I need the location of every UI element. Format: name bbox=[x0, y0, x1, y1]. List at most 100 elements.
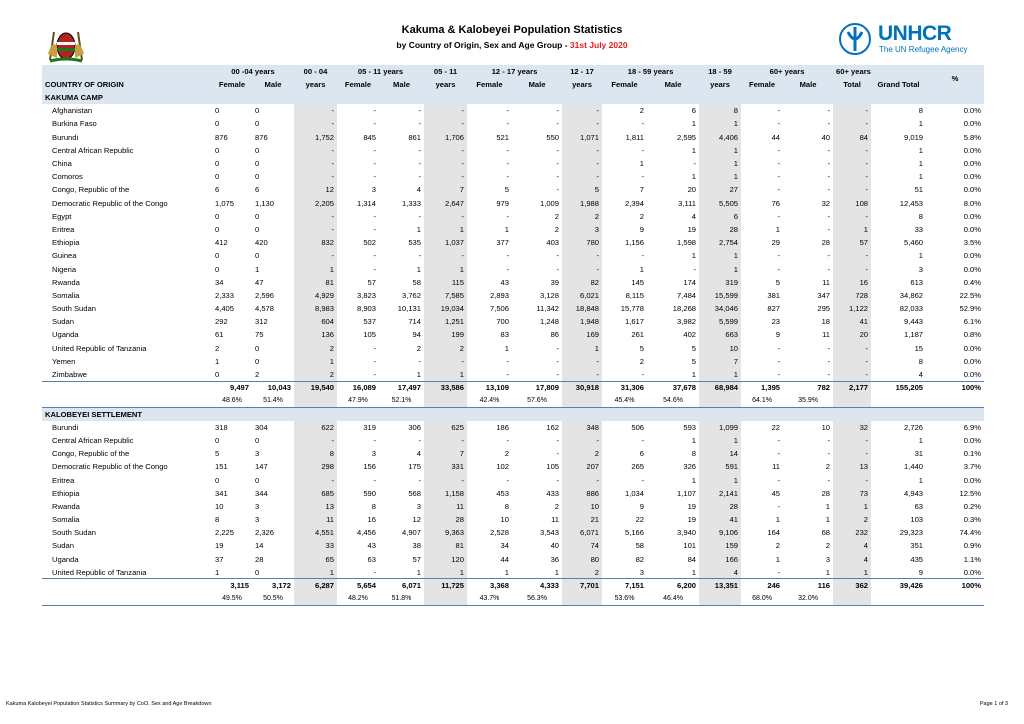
data-row: Nigeria 0 1 1-1 1- - -1-1- - -3 0.0% bbox=[42, 262, 984, 276]
data-row: Sudan 292 312 604 537 714 1,251 700 1,248 1,948 1,… bbox=[42, 315, 984, 329]
cell: 2,326 bbox=[255, 528, 275, 538]
percent-cell: 48.2% bbox=[337, 592, 379, 606]
cell: - bbox=[562, 249, 603, 263]
cell: 34 bbox=[500, 541, 509, 551]
cell: 0.0% bbox=[963, 185, 982, 195]
cell: 2 bbox=[554, 211, 560, 221]
cell: 40 bbox=[821, 132, 831, 142]
data-row: Somalia 8 3 11 16 12 28 10 11 21 22 19 41 1 1 2 103 0.3% bbox=[42, 513, 984, 527]
cell: 0.0% bbox=[963, 356, 982, 366]
cell: 32 bbox=[821, 198, 831, 208]
header-column: Male bbox=[252, 78, 294, 91]
header-row: 00 -04 years 00 - 04 05 - 11 years 05 - 11 1… bbox=[42, 65, 985, 91]
cell: 0.8% bbox=[963, 330, 982, 340]
cell: 28 bbox=[424, 513, 467, 527]
country-name: Burundi bbox=[52, 132, 79, 142]
total-cell: 362 bbox=[833, 578, 872, 593]
country-name: Congo, Republic of the bbox=[52, 185, 130, 195]
cell: 0.0% bbox=[963, 567, 982, 577]
cell: 318 bbox=[215, 422, 228, 432]
cell: 1 bbox=[416, 264, 421, 274]
cell: 1 bbox=[918, 145, 924, 155]
cell: 1 bbox=[775, 515, 781, 525]
cell: 0 bbox=[215, 475, 220, 485]
cell: 1,158 bbox=[424, 486, 467, 500]
cell: - bbox=[373, 211, 376, 221]
cell: 832 bbox=[294, 236, 337, 250]
percent-cell: 51.4% bbox=[252, 394, 294, 409]
cell: 331 bbox=[424, 460, 467, 474]
total-cell: 6,071 bbox=[379, 578, 424, 593]
cell: 5 bbox=[691, 356, 697, 366]
cell: 3 bbox=[371, 449, 376, 459]
cell: 11 bbox=[822, 277, 831, 287]
percent-label bbox=[42, 394, 212, 409]
cell: - bbox=[506, 211, 509, 221]
cell: 1 bbox=[918, 435, 924, 445]
percent-gap bbox=[926, 592, 985, 606]
total-cell: 2,177 bbox=[833, 380, 872, 395]
cell: 1 bbox=[691, 251, 697, 261]
cell: 298 bbox=[294, 460, 337, 474]
cell: 3,762 bbox=[401, 290, 421, 300]
cell: - bbox=[833, 156, 872, 171]
cell: - bbox=[373, 435, 376, 445]
cell: 2 bbox=[562, 209, 603, 223]
cell: - bbox=[424, 249, 467, 263]
cell: 2,596 bbox=[255, 290, 275, 300]
header-column: Male bbox=[647, 78, 700, 91]
cell: 36 bbox=[550, 554, 560, 564]
cell: - bbox=[562, 143, 603, 157]
section-name: KALOBEYEI SETTLEMENT bbox=[42, 407, 985, 421]
total-cell: 5,654 bbox=[337, 578, 379, 593]
cell: 0 bbox=[215, 251, 220, 261]
cell: 31 bbox=[914, 449, 924, 459]
header-column: Female bbox=[337, 78, 379, 91]
header-percent: % bbox=[926, 65, 985, 91]
cell: 20 bbox=[833, 328, 872, 342]
cell: - bbox=[833, 117, 872, 131]
cell: 136 bbox=[294, 328, 337, 342]
cell: 18,848 bbox=[562, 302, 603, 316]
cell: 166 bbox=[699, 552, 742, 566]
cell: 1,099 bbox=[699, 420, 742, 434]
country-name: United Republic of Tanzania bbox=[52, 567, 147, 577]
header-row: COUNTRY OF ORIGIN Female Male years Female Ma… bbox=[42, 78, 984, 91]
header-group-total: 12 - 17 bbox=[562, 65, 603, 78]
cell: 0 bbox=[215, 435, 220, 445]
data-row: United Republic of Tanzania 1 0 1-1 1 1 1 2 3 1 4-… bbox=[42, 565, 984, 579]
cell: 1,440 bbox=[904, 462, 924, 472]
cell: 4,578 bbox=[255, 304, 275, 314]
cell: 5 bbox=[562, 183, 603, 197]
cell: 6 bbox=[699, 209, 742, 223]
cell: 34,862 bbox=[899, 290, 924, 300]
cell: 0 bbox=[255, 145, 260, 155]
unhcr-name: UNHCR bbox=[878, 22, 952, 45]
cell: - bbox=[424, 354, 467, 368]
percent-cell: 56.3% bbox=[512, 592, 563, 606]
cell: 4,929 bbox=[294, 288, 337, 302]
cell: - bbox=[418, 251, 421, 261]
cell: 2,333 bbox=[215, 290, 235, 300]
cell: 63 bbox=[914, 501, 924, 511]
cell: - bbox=[827, 106, 831, 116]
data-row: United Republic of Tanzania 2 0 2-2 2 1-1 5 5 10… bbox=[42, 341, 984, 355]
data-row: Egypt 0 0- - - - -2 2 2 4 6- - -8 0.0% bbox=[42, 209, 984, 223]
cell: 73 bbox=[833, 486, 872, 500]
cell: 0.0% bbox=[963, 251, 982, 261]
cell: 622 bbox=[294, 420, 337, 434]
cell: 4,943 bbox=[904, 488, 924, 498]
total-cell: 782 bbox=[783, 380, 834, 395]
cell: 1 bbox=[255, 264, 260, 274]
cell: 1 bbox=[699, 262, 742, 276]
header-column: Female bbox=[467, 78, 512, 91]
percent-cell: 45.4% bbox=[602, 394, 648, 409]
cell: 535 bbox=[408, 238, 421, 248]
data-row: Ethiopia 412 420 832 502 535 1,037 377 403 780 1,1… bbox=[42, 236, 984, 250]
cell: 1,988 bbox=[562, 196, 603, 210]
cell: - bbox=[373, 159, 376, 169]
cell: 108 bbox=[833, 196, 872, 210]
header-column: Total bbox=[833, 78, 872, 91]
cell: - bbox=[373, 567, 376, 577]
cell: - bbox=[294, 222, 337, 237]
